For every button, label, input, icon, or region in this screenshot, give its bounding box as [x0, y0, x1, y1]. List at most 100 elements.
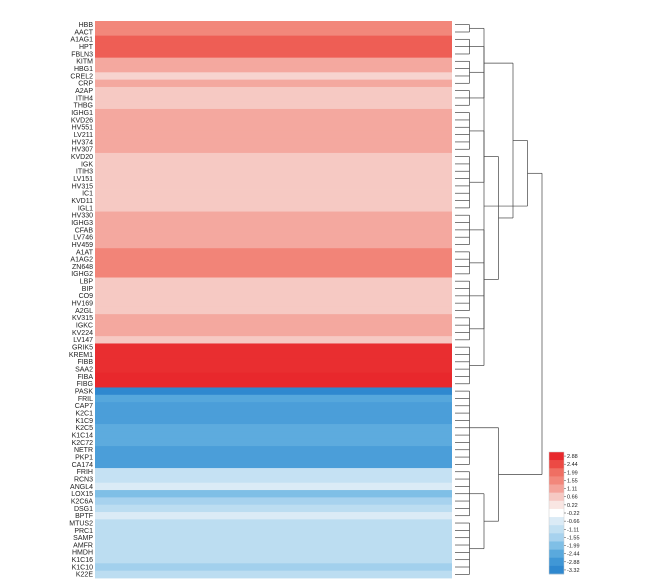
- row-label: LV147: [73, 337, 93, 344]
- row-label: K2C1: [75, 410, 93, 417]
- heatmap-cell: [95, 446, 452, 454]
- heatmap-cell: [95, 130, 452, 139]
- row-label: FIBA: [77, 374, 93, 381]
- heatmap-cell: [95, 189, 452, 198]
- heatmap-cell: [95, 416, 452, 425]
- legend-tick-label: 2.44: [567, 462, 578, 468]
- legend-swatch: [549, 468, 564, 477]
- heatmap-cell: [95, 402, 452, 410]
- row-label: IGK: [81, 161, 93, 168]
- row-label: CRP: [78, 81, 93, 88]
- row-label: FRIH: [77, 469, 93, 476]
- legend-swatch: [549, 525, 564, 534]
- legend-tick-label: 1.11: [567, 487, 577, 493]
- legend-swatch: [549, 492, 564, 502]
- row-label: CA174: [72, 462, 94, 469]
- heatmap-cell: [95, 365, 452, 374]
- heatmap-cell: [95, 475, 452, 484]
- heatmap-cell: [95, 497, 452, 506]
- row-label: FRIL: [78, 396, 93, 403]
- heatmap-cell: [95, 116, 452, 125]
- row-label: RCN3: [74, 476, 93, 483]
- heatmap-cell: [95, 343, 452, 352]
- row-label: NETR: [74, 447, 93, 454]
- row-label: K22E: [76, 572, 93, 579]
- row-label: CFAB: [75, 227, 94, 234]
- heatmap-cell: [95, 556, 452, 564]
- heatmap-cell: [95, 233, 452, 242]
- row-label: CO9: [79, 293, 94, 300]
- legend-swatch: [549, 549, 564, 559]
- heatmap-cell: [95, 145, 452, 154]
- row-label: HPT: [79, 44, 94, 51]
- heatmap-cell: [95, 108, 452, 117]
- row-label: K2C72: [72, 440, 94, 447]
- legend-tick-label: 1.55: [567, 478, 578, 484]
- heatmap-cell: [95, 306, 452, 315]
- row-label: DSG1: [74, 506, 93, 513]
- heatmap-cell: [95, 42, 452, 51]
- heatmap-cell: [95, 211, 452, 220]
- heatmap-cell: [95, 123, 452, 132]
- heatmap-cell: [95, 35, 452, 44]
- legend-tick-label: -1.99: [567, 544, 580, 550]
- row-label: K2C5: [75, 425, 93, 432]
- heatmap-cell: [95, 548, 452, 557]
- heatmap-cell: [95, 336, 452, 344]
- row-label: SAMP: [73, 535, 93, 542]
- heatmap-cell: [95, 372, 452, 381]
- legend-swatch: [549, 557, 564, 567]
- heatmap-cell: [95, 79, 452, 88]
- row-label: KV224: [72, 330, 93, 337]
- heatmap-cell: [95, 262, 452, 271]
- row-label: LV151: [73, 176, 93, 183]
- row-label: BPTF: [75, 513, 93, 520]
- row-label: HV459: [72, 242, 94, 249]
- row-label: K1C14: [72, 432, 94, 439]
- row-label: HBG1: [74, 66, 93, 73]
- row-label: A2AP: [75, 88, 93, 95]
- row-label: LOX15: [71, 491, 93, 498]
- row-labels: HBBAACTA1AG1HPTFBLN3KITMHBG1CREL2CRPA2AP…: [69, 22, 94, 579]
- row-label: AACT: [74, 29, 93, 36]
- heatmap-cell: [95, 167, 452, 176]
- row-label: THBG: [74, 103, 93, 110]
- heatmap-cell: [95, 174, 452, 183]
- legend-tick-label: -1.55: [567, 535, 580, 541]
- heatmap-cell: [95, 409, 452, 418]
- legend-tick-label: -0.22: [567, 511, 580, 517]
- heatmap-cell: [95, 196, 452, 205]
- heatmap-cell: [95, 541, 452, 550]
- heatmap-cell: [95, 387, 452, 396]
- heatmap-cell: [95, 314, 452, 322]
- row-label: A2GL: [75, 308, 93, 315]
- row-label: IC1: [82, 191, 93, 198]
- row-label: IGKC: [76, 323, 93, 330]
- legend-swatch: [549, 476, 564, 485]
- heatmap-cell: [95, 468, 452, 476]
- heatmap-cell: [95, 226, 452, 234]
- row-label: GRIK5: [72, 345, 93, 352]
- heatmap-cell: [95, 328, 452, 337]
- heatmap-cell: [95, 358, 452, 366]
- heatmap-cell: [95, 394, 452, 403]
- heatmap-cell: [95, 28, 452, 37]
- row-label: HV315: [72, 183, 94, 190]
- row-label: LBP: [80, 279, 94, 286]
- row-label: HV169: [72, 301, 94, 308]
- legend-swatch: [549, 517, 564, 526]
- heatmap-cell: [95, 64, 452, 73]
- row-dendrogram: [455, 24, 543, 575]
- legend-swatch: [549, 541, 564, 550]
- legend-tick-label: -2.88: [567, 560, 580, 566]
- row-label: ANGL4: [70, 484, 93, 491]
- row-label: CREL2: [70, 73, 93, 80]
- row-label: MTUS2: [69, 520, 93, 527]
- heatmap-cell: [95, 453, 452, 462]
- legend-tick-label: -2.44: [567, 552, 580, 558]
- row-label: HV330: [72, 213, 94, 220]
- heatmap-cell: [95, 424, 452, 432]
- heatmap-cell: [95, 204, 452, 212]
- row-label: HMDH: [72, 550, 93, 557]
- heatmap-cell: [95, 438, 452, 447]
